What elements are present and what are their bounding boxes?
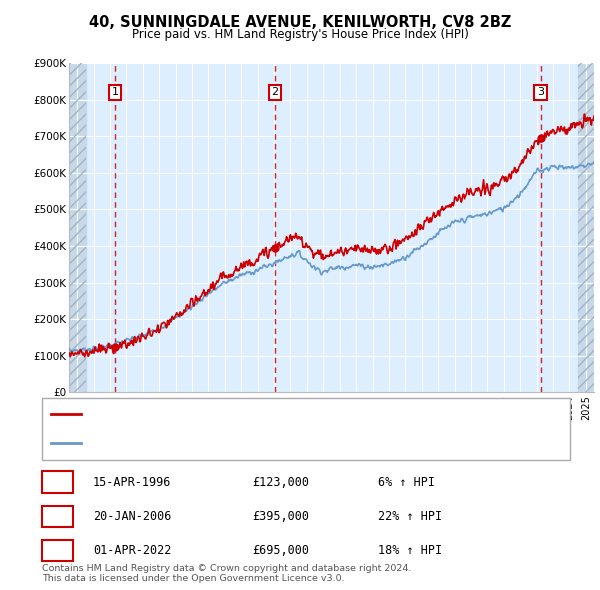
Text: Contains HM Land Registry data © Crown copyright and database right 2024.
This d: Contains HM Land Registry data © Crown c… (42, 563, 412, 583)
Text: 01-APR-2022: 01-APR-2022 (93, 544, 172, 557)
Text: 15-APR-1996: 15-APR-1996 (93, 476, 172, 489)
Text: 18% ↑ HPI: 18% ↑ HPI (378, 544, 442, 557)
Text: 40, SUNNINGDALE AVENUE, KENILWORTH, CV8 2BZ: 40, SUNNINGDALE AVENUE, KENILWORTH, CV8 … (89, 15, 511, 30)
Text: 1: 1 (112, 87, 118, 97)
Text: 40, SUNNINGDALE AVENUE, KENILWORTH, CV8 2BZ (detached house): 40, SUNNINGDALE AVENUE, KENILWORTH, CV8 … (87, 409, 468, 419)
Text: 3: 3 (537, 87, 544, 97)
Text: £395,000: £395,000 (252, 510, 309, 523)
Text: 2: 2 (54, 510, 61, 523)
Text: HPI: Average price, detached house, Warwick: HPI: Average price, detached house, Warw… (87, 438, 335, 447)
Text: 1: 1 (54, 476, 61, 489)
Text: 3: 3 (54, 544, 61, 557)
Text: £123,000: £123,000 (252, 476, 309, 489)
Bar (578, 63, 594, 392)
Text: 20-JAN-2006: 20-JAN-2006 (93, 510, 172, 523)
Bar (578, 63, 594, 392)
Text: 22% ↑ HPI: 22% ↑ HPI (378, 510, 442, 523)
Bar (69, 63, 86, 392)
Text: £695,000: £695,000 (252, 544, 309, 557)
Text: 6% ↑ HPI: 6% ↑ HPI (378, 476, 435, 489)
Text: 2: 2 (271, 87, 278, 97)
Text: Price paid vs. HM Land Registry's House Price Index (HPI): Price paid vs. HM Land Registry's House … (131, 28, 469, 41)
Bar (69, 63, 86, 392)
